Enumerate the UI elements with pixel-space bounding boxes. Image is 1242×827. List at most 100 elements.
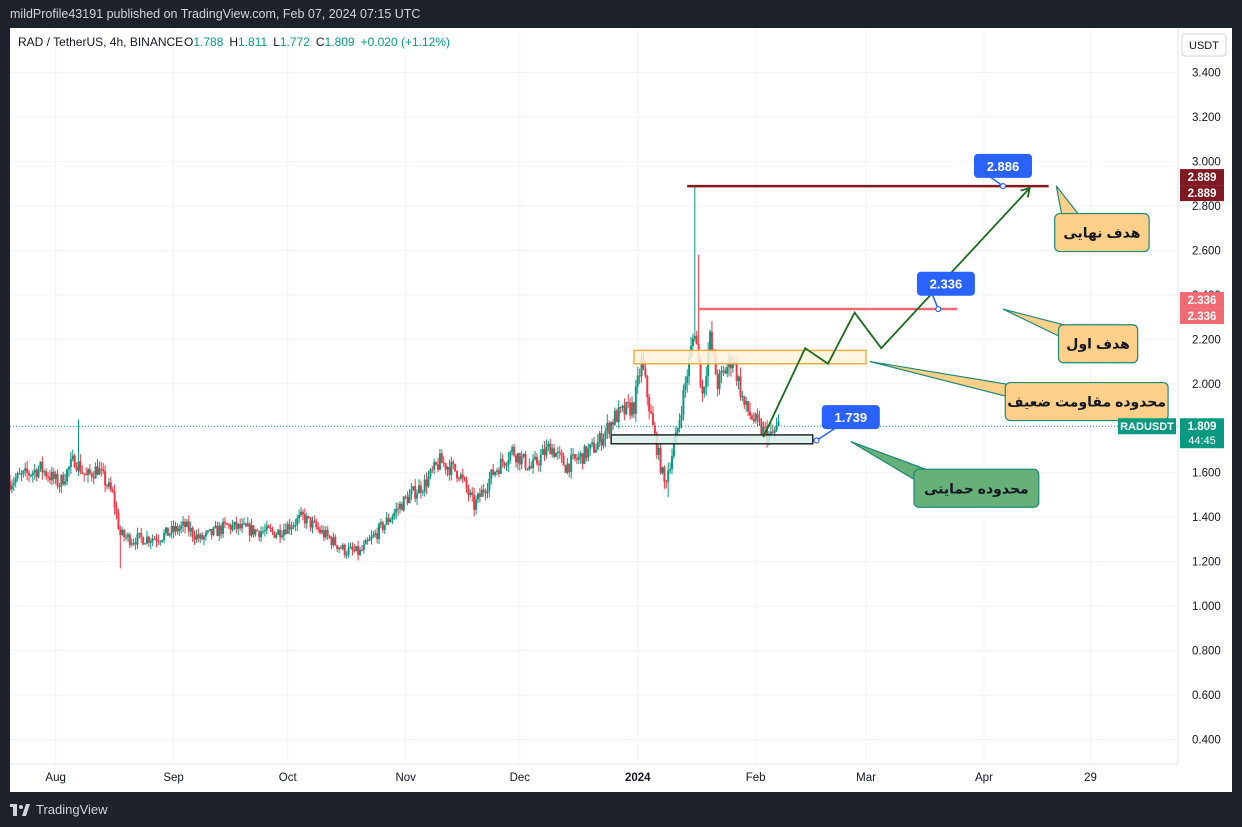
candle-body	[676, 427, 679, 433]
candle	[166, 527, 169, 536]
candle-body	[488, 478, 491, 491]
candle	[598, 431, 601, 448]
candle-body	[608, 422, 611, 434]
final-target-callout[interactable]: هدف نهایی	[1054, 185, 1150, 253]
candle	[537, 460, 540, 472]
candle-body	[111, 489, 114, 492]
candle	[104, 465, 107, 493]
candle	[475, 495, 478, 515]
candle	[775, 417, 778, 433]
candle-body	[92, 477, 95, 479]
candle	[12, 476, 15, 492]
candle	[379, 518, 382, 529]
candle-body	[562, 455, 565, 466]
candle-body	[223, 521, 226, 524]
candle-body	[610, 422, 613, 434]
candle	[24, 462, 27, 477]
candle-body	[431, 469, 434, 471]
candle-body	[530, 466, 533, 469]
time-tick-label: Aug	[45, 772, 65, 784]
candle	[670, 448, 673, 475]
candle-body	[465, 479, 468, 489]
candle-body	[222, 521, 225, 534]
currency-label[interactable]: USDT	[1189, 40, 1219, 52]
price-tag[interactable]: 2.886	[973, 153, 1032, 190]
candle-body	[551, 448, 554, 455]
candle-body	[429, 469, 432, 477]
candle-body	[100, 468, 103, 470]
candle-body	[12, 482, 15, 486]
candle	[387, 513, 390, 526]
candle	[585, 445, 588, 462]
candle-body	[168, 533, 171, 536]
price-chart[interactable]: هدف نهایی هدف اول محدوده مقاومت ضعیف محدوده…	[9, 28, 1232, 792]
candle-body	[161, 539, 164, 542]
callout-text: هدف نهایی	[1063, 225, 1140, 242]
candle	[750, 413, 753, 421]
drawings: هدف نهایی هدف اول محدوده مقاومت ضعیف محدوده…	[10, 153, 1178, 508]
candle-body	[343, 544, 346, 556]
candle-body	[777, 421, 780, 426]
candle-body	[246, 523, 249, 527]
candle	[408, 488, 411, 504]
candle	[176, 523, 179, 535]
candle-body	[218, 525, 221, 536]
candle	[661, 466, 664, 475]
candle-body	[107, 482, 110, 487]
first-target-axis-badge	[1180, 308, 1224, 325]
candle	[18, 467, 21, 475]
candle-body	[419, 485, 422, 493]
candle	[665, 479, 668, 489]
candle	[319, 525, 322, 535]
price-tag[interactable]: 1.739	[813, 405, 880, 444]
candle-body	[716, 374, 719, 390]
candle	[52, 467, 55, 485]
candle-body	[45, 471, 48, 477]
candle	[77, 419, 80, 477]
symbol-badge-label: RADUSDT	[1120, 421, 1174, 433]
candle	[300, 506, 303, 517]
candle-body	[602, 438, 605, 446]
candle	[752, 412, 755, 424]
candle	[288, 519, 291, 535]
candle-body	[507, 460, 510, 465]
candle	[164, 527, 167, 536]
candle	[242, 517, 245, 525]
support-callout[interactable]: محدوده حمایتی	[850, 441, 1040, 508]
price-axis-bg[interactable]	[1178, 28, 1232, 792]
tradingview-logo[interactable]: TradingView	[10, 802, 108, 817]
candle	[277, 528, 280, 536]
candle	[214, 521, 217, 529]
candle-body	[589, 444, 592, 449]
first-target-callout[interactable]: هدف اول	[1002, 308, 1139, 364]
candle	[703, 386, 706, 398]
weak-resistance-callout[interactable]: محدوده مقاومت ضعیف	[869, 360, 1169, 422]
candle-body	[505, 464, 508, 466]
candle-body	[537, 463, 540, 466]
candle	[43, 469, 46, 476]
candle	[81, 465, 84, 475]
candle-body	[71, 455, 74, 460]
chart-area[interactable]: هدف نهایی هدف اول محدوده مقاومت ضعیف محدوده…	[9, 28, 1232, 792]
candle-body	[263, 530, 266, 532]
candle	[353, 544, 356, 553]
currency-button[interactable]: USDT	[1181, 33, 1227, 57]
price-tick-label: 0.600	[1192, 690, 1221, 702]
candle-body	[184, 521, 187, 527]
candle-body	[339, 547, 342, 549]
price-tick-label: 3.400	[1192, 67, 1221, 79]
candle	[754, 412, 757, 424]
candle	[705, 366, 708, 396]
candle-body	[113, 491, 116, 508]
candle-body	[305, 515, 308, 524]
candle	[134, 537, 137, 550]
candle-body	[545, 446, 548, 456]
candle-body	[773, 430, 776, 433]
candle	[41, 456, 44, 480]
price-tag[interactable]: 2.336	[916, 271, 975, 313]
candle-body	[752, 419, 755, 422]
candle	[385, 511, 388, 526]
candle	[406, 491, 409, 506]
candle-body	[267, 525, 270, 528]
price-tick-label: 3.000	[1192, 156, 1221, 168]
